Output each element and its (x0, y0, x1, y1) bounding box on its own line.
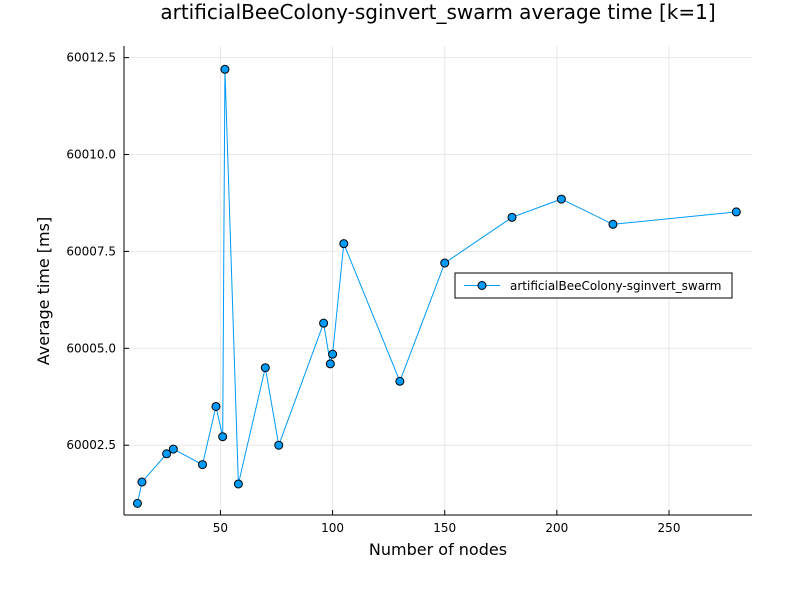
data-point (168, 444, 178, 454)
legend: artificialBeeColony-sginvert_swarm (454, 272, 733, 299)
y-axis-label: Average time [ms] (34, 217, 53, 365)
y-tick-label: 60002.5 (66, 438, 116, 452)
x-tick-label: 150 (433, 521, 456, 535)
legend-box (454, 272, 733, 299)
axes (123, 46, 752, 516)
y-tick-label: 60005.0 (66, 341, 116, 355)
x-tick-label: 200 (545, 521, 568, 535)
y-tick-label: 60010.0 (66, 148, 116, 162)
series-group (132, 64, 741, 508)
data-point (260, 363, 270, 373)
data-point (440, 258, 450, 268)
data-point (608, 219, 618, 229)
x-tick-label: 50 (213, 521, 228, 535)
data-point (220, 64, 230, 74)
data-point (507, 212, 517, 222)
legend-marker (477, 281, 487, 290)
x-tick-label: 250 (658, 521, 681, 535)
data-point (211, 401, 221, 411)
data-point (325, 359, 335, 369)
x-tick-label: 100 (321, 521, 344, 535)
data-point (218, 432, 228, 442)
data-point (162, 449, 172, 459)
x-axis-label: Number of nodes (369, 540, 507, 559)
tick-labels: 50 100 150 200 250 60002.5 60005.0 60007.5 60010… (66, 51, 680, 535)
data-point (233, 479, 243, 489)
data-point (339, 239, 349, 249)
chart-title: artificialBeeColony-sginvert_swarm avera… (160, 0, 715, 24)
data-point (328, 349, 338, 359)
data-point (319, 318, 329, 328)
y-tick-label: 60007.5 (66, 244, 116, 258)
data-point (731, 207, 741, 217)
data-point (395, 376, 405, 386)
data-point (556, 194, 566, 204)
data-point (137, 477, 147, 487)
y-tick-label: 60012.5 (66, 51, 116, 65)
legend-label: artificialBeeColony-sginvert_swarm (510, 279, 722, 293)
data-point (132, 498, 142, 508)
data-point (274, 440, 284, 450)
data-point (198, 460, 207, 470)
